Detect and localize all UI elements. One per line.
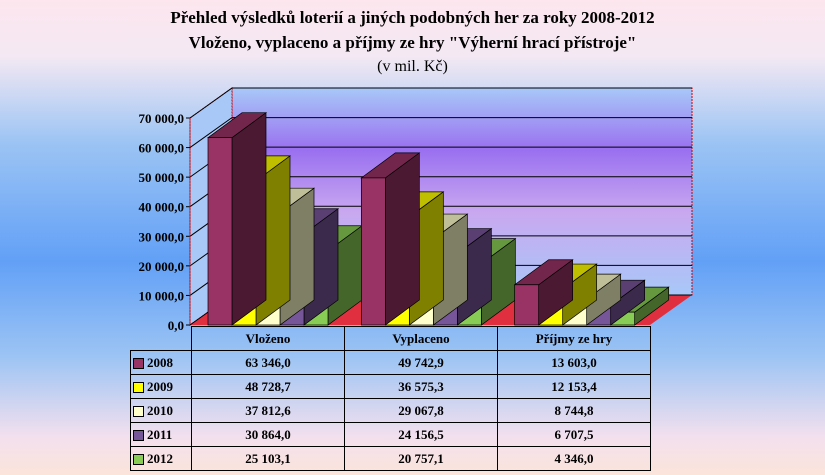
title-line1: Přehled výsledků loterií a jiných podobn… [170, 8, 655, 27]
table-cell: 36 575,3 [344, 374, 498, 399]
legend-key: 2012 [130, 446, 192, 471]
table-cell: 30 864,0 [191, 422, 345, 447]
table-cell: 48 728,7 [191, 374, 345, 399]
table-cell: 29 067,8 [344, 398, 498, 423]
bar-2008 [514, 284, 540, 326]
legend-label: 2012 [147, 450, 173, 466]
column-header: Vloženo [191, 326, 345, 351]
column-header: Vyplaceno [344, 326, 498, 351]
gridline [189, 117, 692, 148]
y-tick-label: 50 000,0 [139, 170, 185, 185]
data-table: Vloženo Vyplaceno Příjmy ze hry 2008 63 346… [130, 326, 651, 471]
legend-label: 2009 [147, 378, 173, 394]
y-tick-label: 20 000,0 [139, 259, 185, 274]
gridline [189, 87, 692, 119]
legend-label: 2008 [147, 354, 173, 370]
legend-label: 2010 [147, 402, 173, 418]
legend-swatch [133, 406, 144, 418]
table-cell: 13 603,0 [497, 350, 651, 375]
y-tick-label: 0,0 [168, 318, 184, 333]
legend-swatch [133, 358, 144, 370]
table-cell: 6 707,5 [497, 422, 651, 447]
table-cell: 8 744,8 [497, 398, 651, 423]
table-cell: 25 103,1 [191, 446, 345, 471]
y-tick-label: 40 000,0 [139, 200, 185, 215]
y-tick-label: 70 000,0 [139, 111, 185, 126]
legend-key: 2011 [130, 422, 192, 447]
legend-swatch [133, 454, 144, 466]
bar-side [231, 111, 267, 326]
table-cell: 12 153,4 [497, 374, 651, 399]
table-row: 2011 30 864,0 24 156,5 6 707,5 [130, 422, 651, 447]
title-line2: Vloženo, vyplaceno a příjmy ze hry "Výhe… [188, 33, 637, 52]
table-cell: 24 156,5 [344, 422, 498, 447]
bar-2008 [207, 137, 233, 326]
legend-swatch [133, 430, 144, 442]
table-cell: 63 346,0 [191, 350, 345, 375]
table-row: 2008 63 346,0 49 742,9 13 603,0 [130, 350, 651, 375]
table-row: 2010 37 812,6 29 067,8 8 744,8 [130, 398, 651, 423]
column-header: Příjmy ze hry [497, 326, 651, 351]
legend-key: 2009 [130, 374, 192, 399]
bar-side [384, 152, 420, 326]
table-row: 2012 25 103,1 20 757,1 4 346,0 [130, 446, 651, 471]
y-tick-label: 30 000,0 [139, 229, 185, 244]
legend-label: 2011 [147, 426, 173, 442]
table-cell: 20 757,1 [344, 446, 498, 471]
table-cell: 4 346,0 [497, 446, 651, 471]
y-tick-label: 60 000,0 [139, 141, 185, 156]
table-cell: 37 812,6 [191, 398, 345, 423]
legend-swatch [133, 382, 144, 394]
title-line3: (v mil. Kč) [377, 58, 448, 75]
table-cell: 49 742,9 [344, 350, 498, 375]
legend-key: 2010 [130, 398, 192, 423]
bar-2008 [360, 177, 386, 326]
y-tick-label: 10 000,0 [139, 288, 185, 303]
table-row: 2009 48 728,7 36 575,3 12 153,4 [130, 374, 651, 399]
legend-key: 2008 [130, 350, 192, 375]
